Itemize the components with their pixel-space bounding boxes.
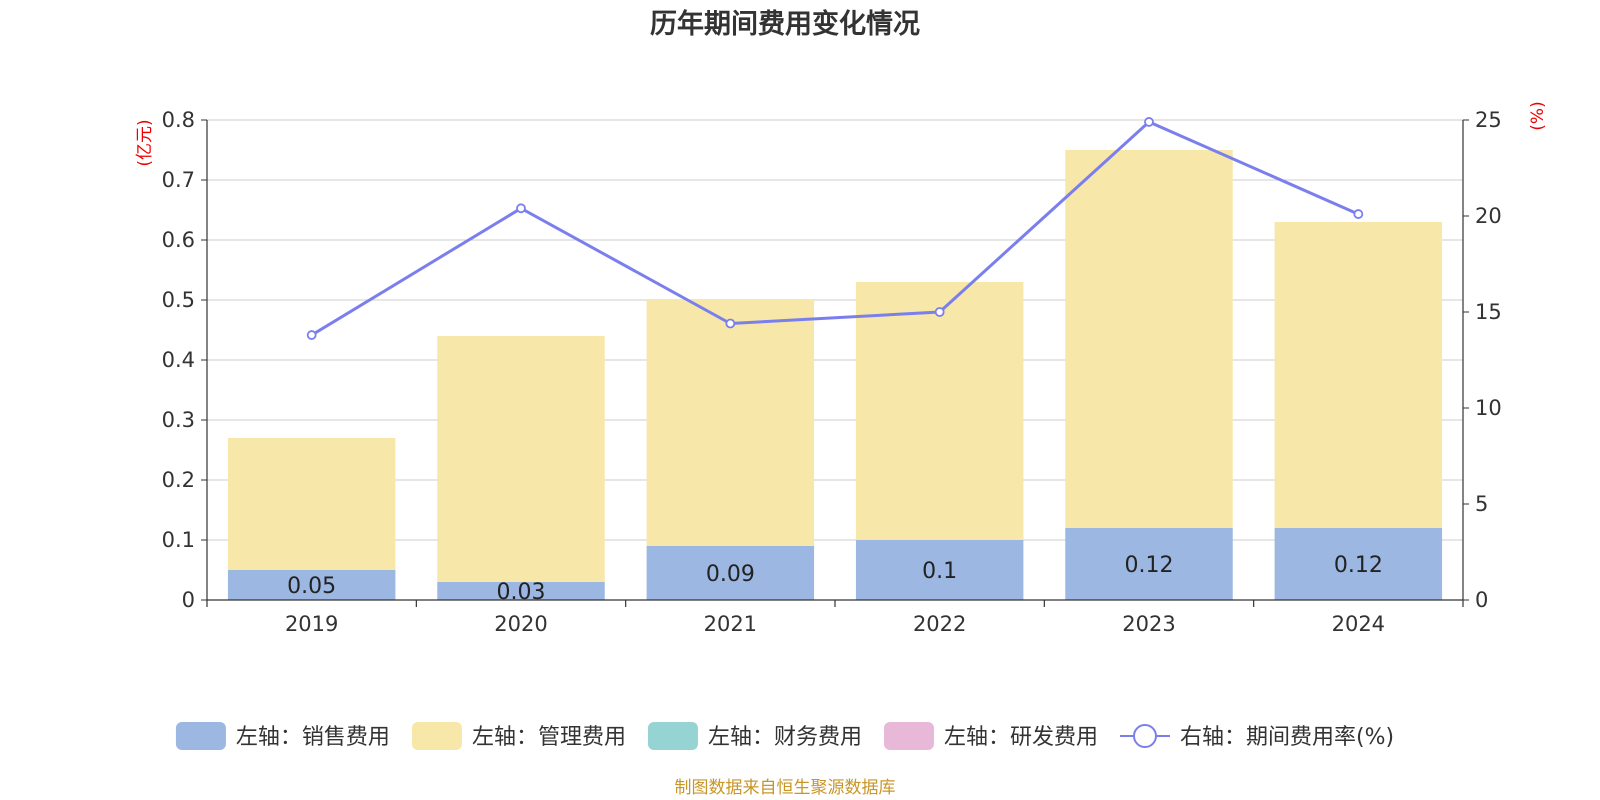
data-label: 0.1 (922, 559, 957, 584)
x-tick-label: 2019 (285, 612, 338, 636)
left-tick-label: 0.8 (162, 108, 195, 132)
left-tick-label: 0 (182, 588, 195, 612)
legend: 左轴：销售费用 左轴：管理费用 左轴：财务费用 左轴：研发费用 右轴：期间费用率(%) (175, 722, 1394, 750)
bar (855, 540, 1024, 600)
axes: 0 0.1 0.2 0.3 0.4 0.5 0.6 0.7 0.8 0 5 10 15 20 25 2019 2… (162, 108, 1502, 636)
bar (855, 282, 1024, 540)
left-tick-label: 0.6 (162, 228, 195, 252)
x-tick-label: 2023 (1122, 612, 1175, 636)
bar (646, 300, 815, 546)
rate-point (1353, 209, 1364, 219)
rate-line-group (306, 117, 1364, 340)
rate-point (725, 318, 736, 329)
bar (1274, 222, 1443, 528)
data-label: 0.03 (497, 580, 546, 605)
bar (437, 336, 605, 582)
right-tick-label: 5 (1475, 492, 1488, 516)
legend-circle-icon (1132, 724, 1157, 748)
chart-title: 历年期间费用变化情况 (650, 8, 920, 40)
data-label: 0.12 (1125, 553, 1174, 578)
right-axis-unit: (%) (1528, 101, 1548, 130)
x-tick-label: 2020 (494, 612, 547, 636)
rate-line (310, 120, 1359, 337)
bar (227, 570, 396, 600)
legend-label: 左轴：管理费用 (472, 725, 626, 750)
legend-label: 左轴：财务费用 (708, 725, 862, 750)
rate-point (1144, 117, 1154, 127)
rate-point (934, 307, 945, 317)
left-tick-label: 0.4 (162, 348, 195, 372)
legend-item: 左轴：管理费用 (411, 722, 626, 750)
left-tick-label: 0.2 (162, 468, 195, 492)
legend-label: 左轴：研发费用 (944, 725, 1098, 750)
data-source-note: 制图数据来自恒生聚源数据库 (675, 778, 896, 798)
bar-group: 0.05 0.03 0.09 0.1 0.12 0.12 (227, 150, 1443, 605)
rate-point (516, 203, 526, 214)
bar (1065, 528, 1233, 600)
bar (1274, 528, 1443, 600)
legend-label: 右轴：期间费用率(%) (1180, 725, 1394, 750)
data-label: 0.09 (706, 562, 755, 587)
x-tick-label: 2024 (1332, 612, 1385, 636)
left-tick-label: 0.5 (162, 288, 195, 312)
data-label: 0.12 (1334, 553, 1383, 578)
right-tick-label: 0 (1475, 588, 1488, 612)
x-tick-label: 2021 (704, 612, 757, 636)
bar (227, 438, 396, 570)
legend-label: 左轴：销售费用 (236, 725, 390, 750)
bar (437, 582, 605, 600)
legend-swatch (175, 722, 226, 750)
legend-swatch (647, 722, 698, 750)
legend-item: 左轴：财务费用 (647, 722, 862, 750)
right-tick-label: 25 (1475, 108, 1502, 132)
rate-point (306, 330, 317, 340)
left-tick-label: 0.3 (162, 408, 195, 432)
legend-item: 左轴：销售费用 (175, 722, 390, 750)
legend-swatch (411, 722, 462, 750)
bar (1065, 150, 1233, 528)
data-label: 0.05 (287, 574, 336, 599)
right-tick-label: 15 (1475, 300, 1502, 324)
left-tick-label: 0.7 (162, 168, 195, 192)
left-axis-unit: (亿元) (135, 119, 155, 166)
right-tick-label: 10 (1475, 396, 1502, 420)
right-tick-label: 20 (1475, 204, 1502, 228)
grid-lines (207, 119, 1463, 541)
legend-item: 右轴：期间费用率(%) (1119, 724, 1394, 750)
x-tick-label: 2022 (913, 612, 966, 636)
bar (646, 546, 815, 600)
legend-swatch (883, 722, 934, 750)
left-tick-label: 0.1 (162, 528, 195, 552)
legend-item: 左轴：研发费用 (883, 722, 1098, 750)
